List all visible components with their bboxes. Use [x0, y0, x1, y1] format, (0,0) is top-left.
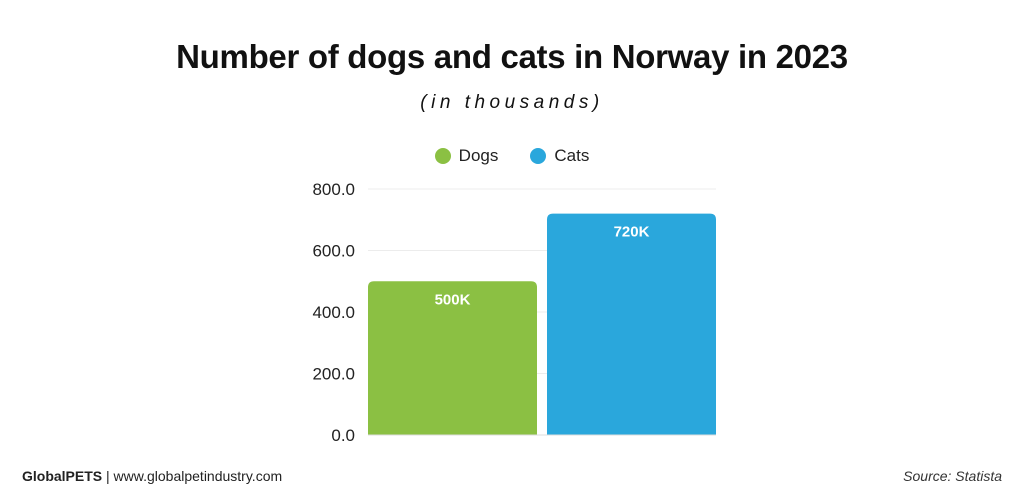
legend-label-cats: Cats	[554, 146, 590, 165]
chart-subtitle: (in thousands)	[420, 92, 604, 113]
footer-site: www.globalpetindustry.com	[113, 468, 283, 484]
y-tick-label: 400.0	[312, 303, 355, 322]
chart-title: Number of dogs and cats in Norway in 202…	[176, 38, 848, 75]
data-label-dogs: 500K	[435, 291, 471, 308]
legend-swatch-cats	[530, 148, 547, 164]
legend-swatch-dogs	[434, 148, 451, 164]
legend-item-dogs: Dogs	[434, 146, 499, 166]
y-tick-label: 800.0	[312, 180, 355, 199]
legend-label-dogs: Dogs	[458, 146, 499, 165]
y-tick-label: 0.0	[331, 426, 355, 445]
y-tick-label: 600.0	[312, 242, 355, 261]
bar-dogs	[368, 281, 537, 435]
bar-cats	[547, 213, 716, 435]
bar-chart: 0.0 200.0 400.0 600.0 800.0 500K 720K	[312, 180, 716, 445]
legend-item-cats: Cats	[530, 146, 589, 166]
y-tick-label: 200.0	[312, 365, 355, 384]
footer-credit: GlobalPETS | www.globalpetindustry.com	[22, 468, 282, 484]
footer-separator: |	[102, 468, 114, 484]
data-label-cats: 720K	[614, 224, 650, 241]
footer-brand: GlobalPETS	[22, 468, 103, 484]
legend: Dogs Cats	[0, 146, 1024, 166]
footer-source: Source: Statista	[903, 468, 1002, 484]
